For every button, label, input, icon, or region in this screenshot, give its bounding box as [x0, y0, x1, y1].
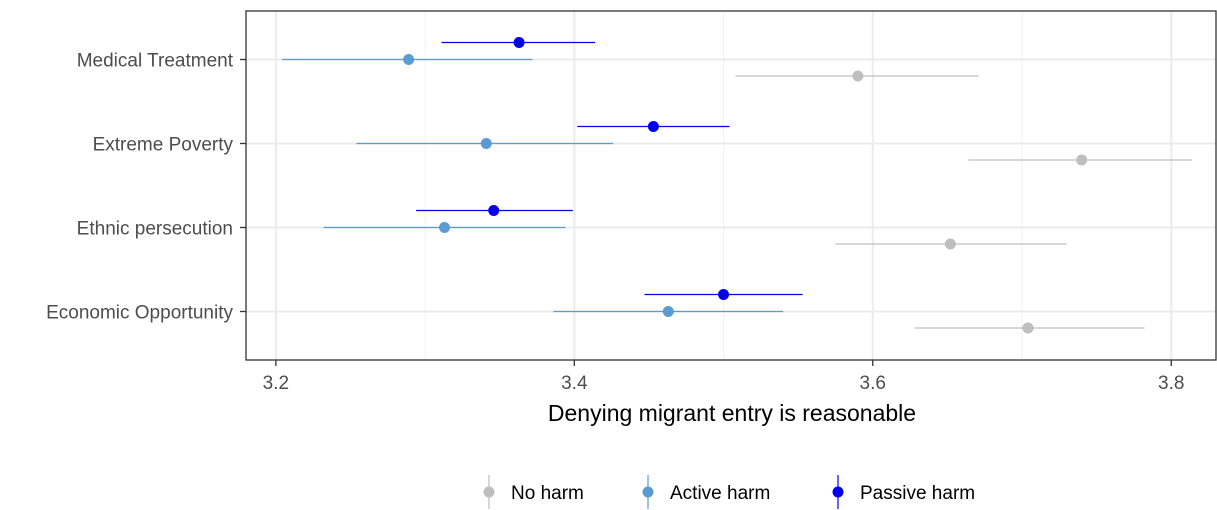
data-point: [438, 222, 450, 233]
data-point: [488, 205, 500, 216]
x-tick-label: 3.6: [860, 373, 886, 394]
data-point: [513, 37, 525, 48]
axes: 3.2 3.4 3.6 3.8 Medical Treatment Extreme Pov…: [46, 10, 1217, 394]
data-point: [852, 70, 864, 82]
data-point: [944, 238, 956, 250]
data-point: [718, 289, 730, 300]
data-point: [662, 306, 674, 317]
data-point: [403, 54, 415, 65]
x-tick-label: 3.8: [1158, 373, 1184, 394]
x-axis-title: Denying migrant entry is reasonable: [548, 400, 916, 426]
legend-label: Passive harm: [860, 483, 975, 504]
y-tick-label: Extreme Poverty: [93, 135, 234, 156]
data-marks: [281, 37, 1193, 334]
legend: No harm Active harm Passive harm: [483, 475, 975, 509]
legend-key-point: [483, 486, 495, 498]
x-tick-label: 3.4: [561, 373, 588, 394]
y-tick-label: Economic Opportunity: [46, 303, 233, 324]
data-point: [1022, 322, 1034, 334]
panel-border: [245, 10, 1217, 361]
data-point: [480, 138, 492, 149]
y-tick-label: Medical Treatment: [77, 51, 234, 72]
y-tick-label: Ethnic persecution: [77, 219, 233, 240]
legend-label: No harm: [511, 483, 584, 504]
data-point: [1076, 154, 1088, 166]
x-tick-label: 3.2: [263, 373, 289, 394]
legend-key-point: [832, 486, 844, 498]
legend-label: Active harm: [670, 483, 770, 504]
data-point: [647, 121, 659, 132]
legend-key-point: [642, 486, 654, 498]
